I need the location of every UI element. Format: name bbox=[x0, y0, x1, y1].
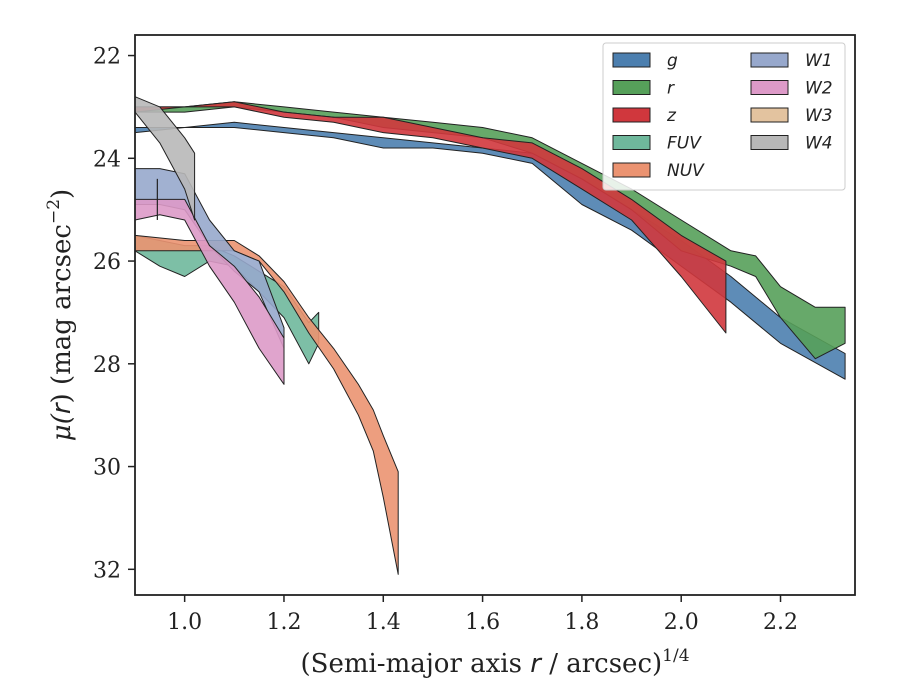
plot-frame bbox=[134, 34, 856, 596]
series-band-w4 bbox=[134, 96, 196, 221]
x-tick-label: 1.8 bbox=[564, 610, 599, 635]
legend-swatch-r bbox=[612, 80, 651, 95]
y-axis-label: μ(r) (mag arcsec−2) bbox=[44, 189, 77, 441]
legend-swatch-w4 bbox=[750, 135, 789, 150]
plot-series bbox=[134, 96, 846, 575]
legend-label-w4: W4 bbox=[805, 134, 833, 154]
legend-label-r: r bbox=[667, 79, 675, 99]
y-axis: 22 24 26 28 30 32 bbox=[93, 45, 135, 583]
y-tick-label: 32 bbox=[93, 558, 121, 583]
y-tick-label: 28 bbox=[93, 353, 121, 378]
legend-label-w1: W1 bbox=[805, 51, 833, 71]
y-tick-label: 26 bbox=[93, 250, 121, 275]
legend-label-fuv: FUV bbox=[667, 134, 702, 154]
y-tick-label: 24 bbox=[93, 147, 121, 172]
x-tick-label: 1.4 bbox=[366, 610, 401, 635]
x-tick-label: 1.0 bbox=[167, 610, 202, 635]
legend-swatch-w3 bbox=[750, 107, 789, 123]
legend-swatch-z bbox=[612, 107, 651, 123]
series-band-g bbox=[134, 121, 846, 380]
legend-swatch-nuv bbox=[612, 162, 651, 178]
legend-swatch-w2 bbox=[750, 80, 789, 95]
legend-swatch-g bbox=[612, 52, 651, 68]
legend-frame bbox=[602, 42, 846, 191]
legend-label-w3: W3 bbox=[805, 106, 833, 126]
legend-label-w2: W2 bbox=[805, 79, 833, 99]
x-axis: 1.0 1.2 1.4 1.6 1.8 2.0 2.2 bbox=[167, 595, 798, 635]
legend-swatch-fuv bbox=[612, 135, 651, 150]
x-tick-label: 2.0 bbox=[664, 610, 699, 635]
legend-label-z: z bbox=[666, 106, 677, 126]
x-axis-label: (Semi-major axis r / arcsec)1/4 bbox=[300, 646, 689, 679]
legend-label-nuv: NUV bbox=[667, 161, 705, 181]
y-tick-label: 30 bbox=[93, 456, 121, 481]
legend-label-g: g bbox=[667, 51, 678, 71]
y-tick-label: 22 bbox=[93, 45, 121, 70]
legend: grz FUV NUV W1 W2 W3 W4 bbox=[602, 42, 846, 191]
x-tick-label: 1.6 bbox=[465, 610, 500, 635]
x-tick-label: 1.2 bbox=[266, 610, 301, 635]
legend-swatch-w1 bbox=[750, 52, 789, 68]
series-band-z bbox=[134, 101, 727, 334]
x-tick-label: 2.2 bbox=[763, 610, 798, 635]
